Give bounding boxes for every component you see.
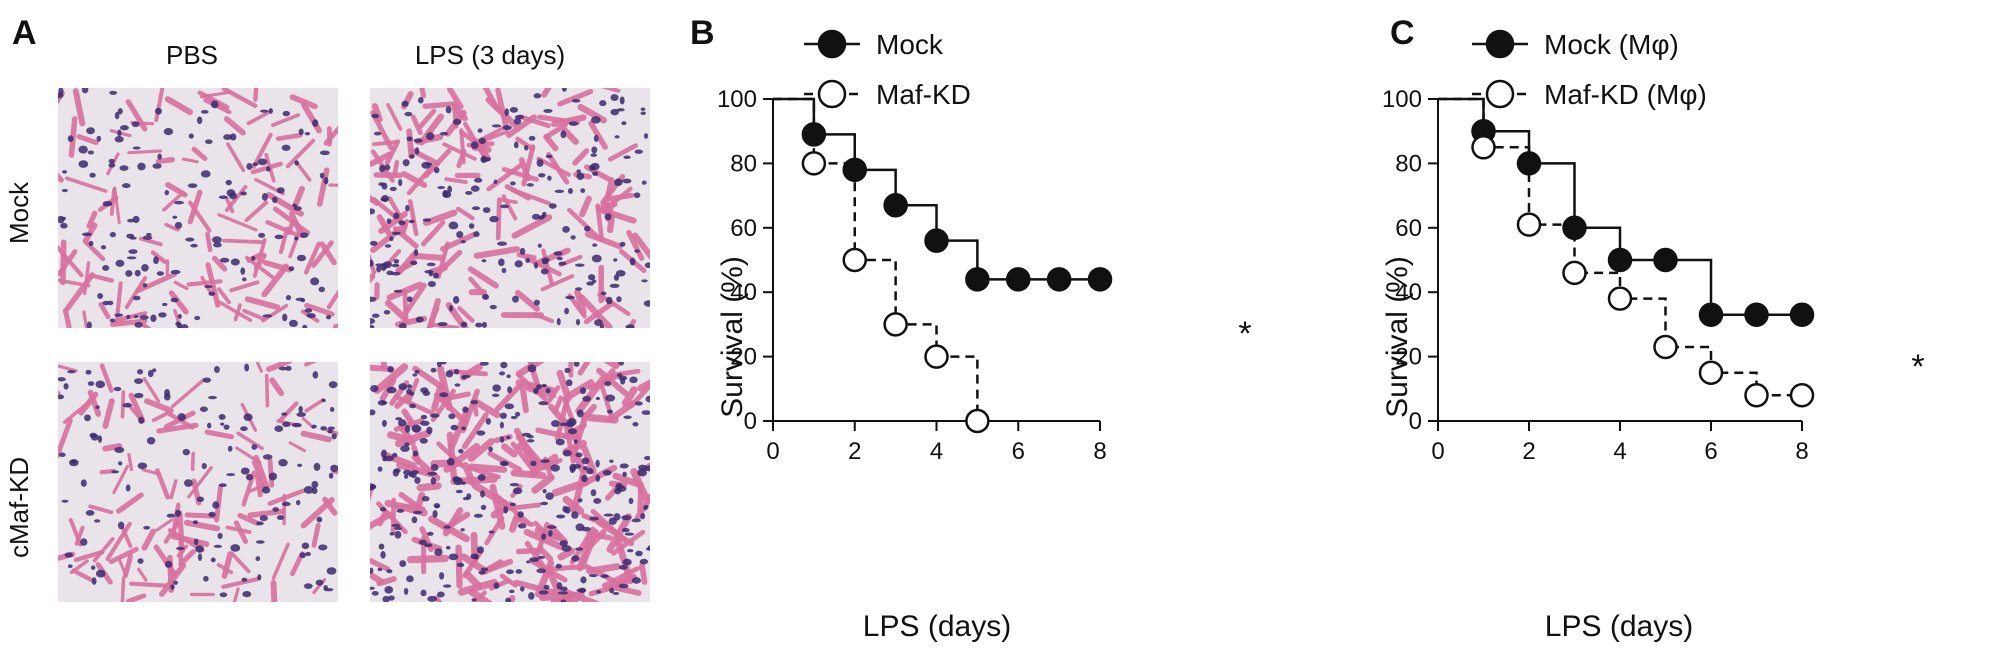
- chart-c-xlabel: LPS (days): [1545, 610, 1693, 643]
- chart-b-axes: 0 20 40 60 80 100 0 2 4 6 8: [717, 86, 1107, 465]
- b-ytick-label: 40: [730, 279, 757, 306]
- c-ytick-label: 60: [1395, 215, 1422, 242]
- b-series-1-point: [801, 151, 827, 176]
- c-xtick-label: 2: [1522, 438, 1535, 465]
- micrograph-lps-mock: [370, 88, 650, 328]
- b-series-1-point: [965, 408, 990, 434]
- chart-c-legend: Mock (Mφ) Maf-KD (Mφ): [1472, 29, 1707, 110]
- micrograph-lps-cmaf-kd: [370, 362, 650, 602]
- panel-a-label: A: [12, 14, 37, 52]
- chart-b-xlabel: LPS (days): [863, 610, 1011, 643]
- c-series-line-1: [1438, 97, 1802, 397]
- c-series-0-point: [1744, 302, 1769, 327]
- b-series-0-point: [965, 267, 990, 292]
- c-series-1-point: [1607, 286, 1633, 311]
- row-header-cmaf-kd: cMaf-KD: [4, 456, 34, 558]
- c-ytick-label: 0: [1409, 408, 1422, 435]
- c-legend-label-0: Mock (Mφ): [1544, 29, 1679, 60]
- b-series-0-point: [924, 228, 949, 253]
- b-xtick-label: 4: [930, 438, 943, 465]
- chart-b-series: [773, 97, 1113, 434]
- b-series-0-point: [1087, 267, 1113, 292]
- c-series-0-point: [1607, 247, 1633, 273]
- chart-b-ylabel: Survival (%): [716, 256, 749, 418]
- b-xtick-label: 6: [1012, 438, 1025, 465]
- micrograph-pbs-mock: [58, 88, 338, 328]
- chart-c-series: [1438, 97, 1815, 408]
- c-xtick-label: 6: [1704, 438, 1717, 465]
- b-xtick-label: 0: [766, 438, 779, 465]
- b-xtick-label: 2: [848, 438, 861, 465]
- c-legend-label-1: Maf-KD (Mφ): [1544, 79, 1707, 110]
- col-header-lps: LPS (3 days): [414, 40, 566, 70]
- b-series-0-point: [883, 193, 908, 218]
- b-ytick-label: 0: [744, 408, 757, 435]
- b-legend-label-0: Mock: [876, 29, 944, 60]
- b-xtick-label: 8: [1093, 438, 1106, 465]
- col-header-pbs: PBS: [165, 40, 219, 70]
- c-xtick-label: 8: [1795, 438, 1808, 465]
- c-series-0-point: [1698, 302, 1724, 327]
- c-legend-marker-0: [1485, 29, 1515, 59]
- panel-b-label: B: [690, 14, 715, 52]
- b-legend-marker-1: [817, 79, 847, 109]
- b-legend-marker-0: [817, 29, 847, 59]
- b-series-1-point: [883, 312, 908, 337]
- survival-chart-c: 0 20 40 60 80 100 0 2 4 6 8 Mock (Mφ) Maf-KD (Mφ) S…: [1381, 29, 1925, 643]
- b-series-1-point: [924, 344, 949, 369]
- b-legend-label-1: Maf-KD: [876, 79, 971, 110]
- c-series-1-point: [1516, 212, 1542, 237]
- panel-c-label: C: [1390, 14, 1415, 52]
- c-series-1-point: [1698, 360, 1724, 385]
- b-ytick-label: 80: [730, 150, 757, 177]
- c-series-0-point: [1653, 247, 1678, 273]
- b-series-0-point: [1046, 267, 1072, 292]
- chart-b-legend: Mock Maf-KD: [804, 29, 971, 110]
- c-legend-marker-1: [1485, 79, 1515, 109]
- c-series-1-point: [1744, 382, 1769, 408]
- c-ytick-label: 100: [1382, 86, 1422, 113]
- b-series-1-point: [842, 247, 867, 273]
- b-series-0-point: [1006, 267, 1031, 292]
- b-series-line-1: [773, 97, 979, 421]
- b-ytick-label: 100: [717, 86, 757, 113]
- c-series-1-point: [1562, 260, 1587, 286]
- c-series-0-point: [1789, 302, 1815, 327]
- b-ytick-label: 20: [730, 344, 757, 371]
- c-xtick-label: 0: [1431, 438, 1444, 465]
- c-ytick-label: 80: [1395, 150, 1422, 177]
- row-header-mock: Mock: [4, 181, 34, 244]
- c-series-1-point: [1789, 382, 1815, 408]
- chart-b-significance: *: [1238, 315, 1251, 353]
- b-ytick-label: 60: [730, 215, 757, 242]
- chart-c-axes: 0 20 40 60 80 100 0 2 4 6 8: [1382, 86, 1809, 465]
- c-series-1-point: [1471, 135, 1496, 160]
- chart-c-ylabel: Survival (%): [1381, 256, 1414, 418]
- c-xtick-label: 4: [1613, 438, 1626, 465]
- c-ytick-label: 40: [1395, 279, 1422, 306]
- survival-chart-b: 0 20 40 60 80 100 0 2 4 6 8 Mock Maf-KD Survival (%…: [716, 29, 1252, 643]
- c-ytick-label: 20: [1395, 344, 1422, 371]
- micrograph-pbs-cmaf-kd: [58, 362, 338, 602]
- c-series-1-point: [1653, 334, 1678, 360]
- chart-c-significance: *: [1911, 348, 1924, 386]
